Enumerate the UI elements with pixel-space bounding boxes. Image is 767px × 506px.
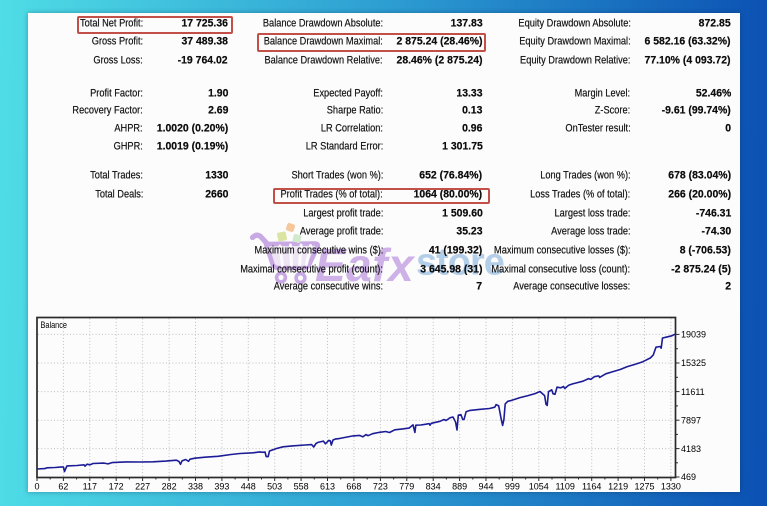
svg-text:0: 0 xyxy=(34,482,39,492)
svg-text:store: store xyxy=(416,242,504,284)
svg-text:999: 999 xyxy=(505,482,520,492)
svg-text:1109: 1109 xyxy=(556,482,575,492)
svg-text:282: 282 xyxy=(162,482,177,492)
svg-text:338: 338 xyxy=(188,482,203,492)
svg-text:723: 723 xyxy=(373,482,388,492)
svg-text:503: 503 xyxy=(267,482,282,492)
svg-text:7897: 7897 xyxy=(681,415,701,425)
svg-text:469: 469 xyxy=(681,472,696,482)
svg-text:558: 558 xyxy=(294,482,309,492)
svg-text:448: 448 xyxy=(241,482,256,492)
svg-text:393: 393 xyxy=(214,482,229,492)
svg-text:1330: 1330 xyxy=(661,482,681,492)
svg-text:834: 834 xyxy=(426,482,441,492)
svg-text:944: 944 xyxy=(478,482,493,492)
svg-text:889: 889 xyxy=(452,482,467,492)
svg-text:11611: 11611 xyxy=(681,387,705,397)
svg-text:15325: 15325 xyxy=(681,358,706,368)
svg-text:779: 779 xyxy=(399,482,414,492)
svg-text:19039: 19039 xyxy=(681,330,706,340)
svg-text:Eafx: Eafx xyxy=(315,239,416,291)
svg-text:668: 668 xyxy=(346,482,361,492)
svg-text:1164: 1164 xyxy=(582,482,601,492)
svg-text:172: 172 xyxy=(109,482,124,492)
svg-text:1054: 1054 xyxy=(529,482,549,492)
svg-text:4183: 4183 xyxy=(681,444,701,454)
svg-text:Balance: Balance xyxy=(41,320,68,330)
svg-text:117: 117 xyxy=(83,482,97,492)
svg-text:613: 613 xyxy=(320,482,335,492)
svg-text:227: 227 xyxy=(135,482,150,492)
svg-text:1219: 1219 xyxy=(608,482,628,492)
svg-text:62: 62 xyxy=(58,482,68,492)
svg-text:1275: 1275 xyxy=(634,482,654,492)
